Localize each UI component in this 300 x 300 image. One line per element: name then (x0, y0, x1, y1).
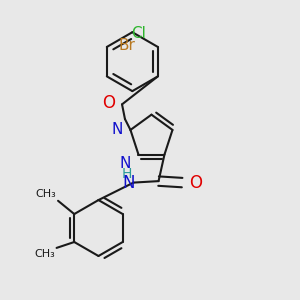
Text: N: N (120, 156, 131, 171)
Text: O: O (190, 174, 202, 192)
Text: N: N (122, 174, 135, 192)
Text: Cl: Cl (131, 26, 146, 41)
Text: CH₃: CH₃ (36, 189, 57, 199)
Text: CH₃: CH₃ (34, 249, 55, 259)
Text: N: N (112, 122, 123, 137)
Text: H: H (122, 167, 132, 181)
Text: O: O (103, 94, 116, 112)
Text: Br: Br (118, 38, 136, 53)
